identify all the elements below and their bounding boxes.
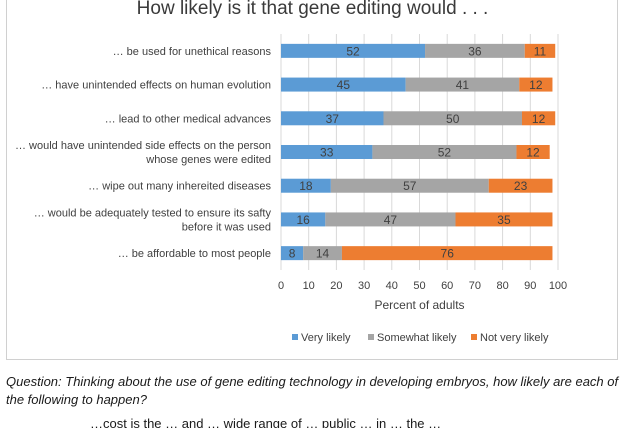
data-label-3-0: 33 xyxy=(320,146,334,160)
category-label-1-0: … have unintended effects on human evolu… xyxy=(41,80,271,92)
stacked-bar-chart: 52 36 11 … be used for unethical reasons 45 4… xyxy=(15,34,567,344)
bar-2-1 xyxy=(383,111,522,126)
data-label-1-1: 41 xyxy=(456,78,470,92)
category-label-0-0: … be used for unethical reasons xyxy=(113,46,272,58)
bar-1-0 xyxy=(281,77,406,92)
category-label-4-0: … wipe out many inhereited diseases xyxy=(88,181,271,193)
bar-4-2 xyxy=(488,178,553,193)
x-tick-label-50: 50 xyxy=(413,280,425,292)
legend-swatch-0 xyxy=(292,334,298,340)
x-axis-label: Percent of adults xyxy=(374,298,464,312)
bar-1-2 xyxy=(519,77,553,92)
category-label-3-0: … would have unintended side effects on … xyxy=(15,140,271,152)
bar-5-1 xyxy=(325,212,456,227)
data-label-3-1: 52 xyxy=(438,146,452,160)
cut-off-text: …cost is the … and … wide range of … pub… xyxy=(90,416,442,428)
legend-swatch-1 xyxy=(368,334,374,340)
bar-0-0 xyxy=(281,43,426,58)
data-label-5-2: 35 xyxy=(497,213,511,227)
category-label-6-0: … be affordable to most people xyxy=(118,248,271,260)
bar-6-0 xyxy=(281,246,304,261)
bar-5-0 xyxy=(281,212,326,227)
category-label-2-0: … lead to other medical advances xyxy=(105,113,272,125)
data-label-6-2: 76 xyxy=(441,247,455,261)
category-label-5-1: before it was used xyxy=(182,221,271,233)
x-tick-label-20: 20 xyxy=(330,280,342,292)
x-tick-label-100: 100 xyxy=(549,280,567,292)
data-label-2-1: 50 xyxy=(446,112,460,126)
bar-2-2 xyxy=(521,111,556,126)
data-label-4-0: 18 xyxy=(299,179,313,193)
bar-3-0 xyxy=(281,145,373,159)
bar-6-2 xyxy=(341,246,553,261)
data-label-6-1: 14 xyxy=(316,247,330,261)
data-label-1-2: 12 xyxy=(529,78,543,92)
data-label-4-2: 23 xyxy=(514,179,528,193)
data-label-6-0: 8 xyxy=(289,247,296,261)
legend-swatch-2 xyxy=(471,334,477,340)
bar-0-1 xyxy=(425,43,525,58)
x-tick-label-80: 80 xyxy=(496,280,508,292)
data-label-5-0: 16 xyxy=(296,213,310,227)
question-text: Question: Thinking about the use of gene… xyxy=(6,374,619,407)
legend-label-1: Somewhat likely xyxy=(377,332,457,344)
x-tick-label-0: 0 xyxy=(278,280,284,292)
bar-1-1 xyxy=(405,77,520,92)
bar-3-2 xyxy=(516,145,550,159)
bar-6-1 xyxy=(303,246,342,261)
bar-3-1 xyxy=(372,145,517,159)
category-label-5-0: … would be adequately tested to ensure i… xyxy=(34,207,272,219)
bar-5-2 xyxy=(455,212,553,227)
x-tick-label-10: 10 xyxy=(303,280,315,292)
category-label-3-1: whose genes were edited xyxy=(145,154,271,166)
x-tick-label-90: 90 xyxy=(524,280,536,292)
bar-4-1 xyxy=(330,178,489,193)
data-label-2-0: 37 xyxy=(326,112,340,126)
bar-2-0 xyxy=(281,111,384,126)
chart-frame xyxy=(6,0,618,360)
bar-0-2 xyxy=(524,43,556,58)
data-label-3-2: 12 xyxy=(526,146,540,160)
data-label-0-0: 52 xyxy=(346,44,360,58)
legend-label-2: Not very likely xyxy=(480,332,549,344)
data-label-1-0: 45 xyxy=(337,78,351,92)
x-tick-label-60: 60 xyxy=(441,280,453,292)
data-label-2-2: 12 xyxy=(532,112,546,126)
bar-4-0 xyxy=(281,178,331,193)
data-label-4-1: 57 xyxy=(403,179,417,193)
x-tick-label-30: 30 xyxy=(358,280,370,292)
data-label-5-1: 47 xyxy=(384,213,398,227)
data-label-0-1: 36 xyxy=(468,44,482,58)
x-tick-label-70: 70 xyxy=(469,280,481,292)
chart-title: How likely is it that gene editing would… xyxy=(136,0,489,19)
legend-label-0: Very likely xyxy=(301,332,351,344)
x-tick-label-40: 40 xyxy=(386,280,398,292)
data-label-0-2: 11 xyxy=(534,44,547,58)
